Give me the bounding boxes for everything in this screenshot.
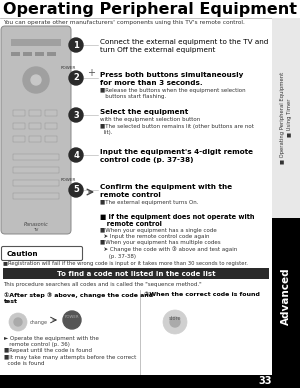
Bar	[11, 52, 20, 56]
Bar	[45, 110, 57, 116]
Circle shape	[31, 75, 41, 85]
Circle shape	[69, 71, 83, 85]
Text: ■Release the buttons when the equipment selection
   buttons start flashing.: ■Release the buttons when the equipment …	[100, 88, 246, 99]
Text: Confirm the equipment with the
remote control: Confirm the equipment with the remote co…	[100, 184, 232, 198]
Bar	[45, 123, 57, 129]
Bar	[11, 39, 61, 46]
Text: Advanced: Advanced	[281, 268, 291, 325]
Text: +: +	[87, 68, 95, 78]
Bar	[3, 268, 269, 279]
Circle shape	[69, 148, 83, 162]
Text: ■Registration will fail if the wrong code is input or it takes more than 30 seco: ■Registration will fail if the wrong cod…	[3, 261, 248, 266]
Text: ①After step ③ above, change the code and
test: ①After step ③ above, change the code and…	[4, 292, 153, 304]
Text: store: store	[169, 316, 181, 321]
Bar	[29, 110, 41, 116]
Text: Caution: Caution	[7, 251, 39, 256]
Text: ■When your equipment has a single code
  ➤ Input the remote control code again
■: ■When your equipment has a single code ➤…	[100, 228, 237, 258]
Bar	[29, 136, 41, 142]
Text: Input the equipment's 4-digit remote
control code (p. 37-38): Input the equipment's 4-digit remote con…	[100, 149, 253, 163]
Text: 4: 4	[73, 151, 79, 159]
Text: with the equipment selection button
■The selected button remains lit (other butt: with the equipment selection button ■The…	[100, 118, 254, 135]
Bar	[13, 154, 59, 160]
Bar	[35, 52, 44, 56]
Circle shape	[23, 67, 49, 93]
Circle shape	[163, 310, 187, 334]
Text: ■The external equipment turns On.: ■The external equipment turns On.	[100, 200, 199, 205]
Text: ■ Operating Peripheral Equipment
■ Using Timer: ■ Operating Peripheral Equipment ■ Using…	[280, 72, 292, 164]
Text: Select the equipment: Select the equipment	[100, 109, 188, 115]
Text: ► Operate the equipment with the
   remote control (p. 36)
■Repeat until the cod: ► Operate the equipment with the remote …	[4, 336, 136, 366]
Text: Operating Peripheral Equipment: Operating Peripheral Equipment	[3, 2, 297, 17]
Text: 5: 5	[73, 185, 79, 194]
Text: You can operate other manufacturers' components using this TV's remote control.: You can operate other manufacturers' com…	[3, 20, 245, 25]
Text: 3: 3	[73, 111, 79, 120]
Text: ②When the correct code is found: ②When the correct code is found	[144, 292, 260, 297]
Bar	[23, 52, 32, 56]
Text: POWER: POWER	[60, 66, 76, 70]
Bar	[13, 180, 59, 186]
Text: TV: TV	[33, 228, 39, 232]
Text: This procedure searches all codes and is called the "sequence method.": This procedure searches all codes and is…	[3, 282, 202, 287]
Bar	[13, 136, 25, 142]
Circle shape	[9, 313, 27, 331]
Text: ■ If the equipment does not operate with
   remote control: ■ If the equipment does not operate with…	[100, 214, 254, 227]
Bar	[13, 123, 25, 129]
Text: Connect the external equipment to the TV and
turn Off the external equipment: Connect the external equipment to the TV…	[100, 39, 268, 53]
Bar	[45, 136, 57, 142]
Circle shape	[69, 183, 83, 197]
Text: 1: 1	[73, 40, 79, 50]
Text: To find a code not listed in the code list: To find a code not listed in the code li…	[57, 270, 215, 277]
Circle shape	[69, 108, 83, 122]
Bar	[47, 52, 56, 56]
Bar	[13, 110, 25, 116]
Circle shape	[14, 318, 22, 326]
FancyBboxPatch shape	[2, 246, 82, 260]
Text: 33: 33	[258, 376, 272, 386]
Bar	[29, 123, 41, 129]
Text: POWER: POWER	[60, 178, 76, 182]
Text: POWER: POWER	[65, 315, 79, 319]
Circle shape	[170, 317, 180, 327]
Bar	[0, 375, 300, 388]
Bar	[13, 193, 59, 199]
FancyBboxPatch shape	[1, 26, 71, 234]
Text: Panasonic: Panasonic	[24, 222, 48, 227]
Text: Press both buttons simultaneously
for more than 3 seconds.: Press both buttons simultaneously for mo…	[100, 72, 243, 86]
Text: change: change	[30, 320, 48, 325]
Circle shape	[69, 38, 83, 52]
Text: 2: 2	[73, 73, 79, 83]
Bar	[13, 167, 59, 173]
Bar	[272, 218, 300, 375]
Circle shape	[63, 311, 81, 329]
Bar	[272, 18, 300, 218]
